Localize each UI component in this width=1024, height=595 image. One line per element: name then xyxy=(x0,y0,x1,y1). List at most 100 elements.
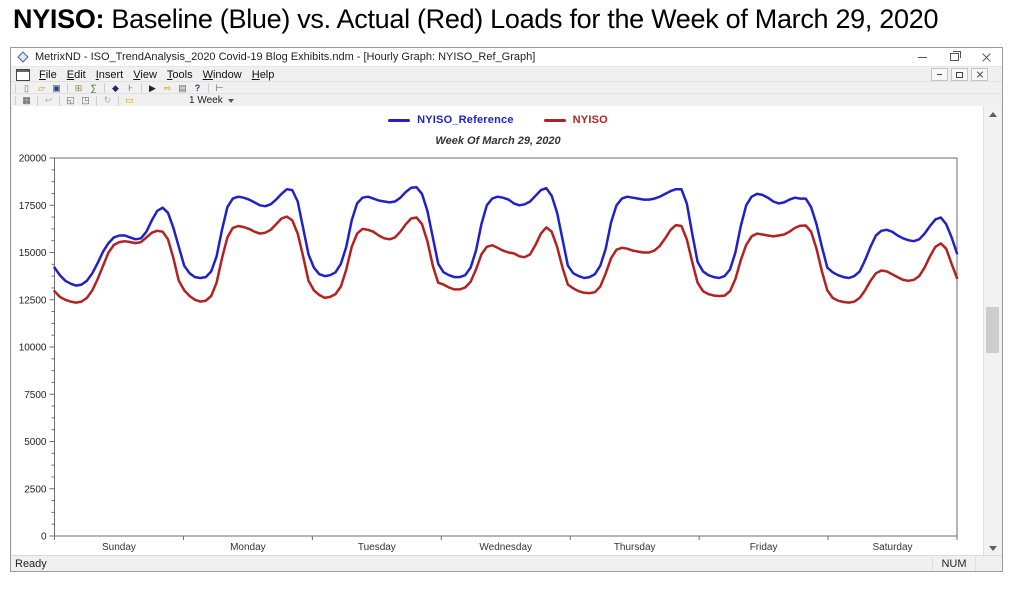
legend-item-actual: NYISO xyxy=(543,114,608,126)
page-title-bold: NYISO: xyxy=(13,4,105,34)
x-axis-label: Wednesday xyxy=(479,542,532,553)
mdi-minimize-button[interactable] xyxy=(931,68,948,81)
menu-bar: File Edit Insert View Tools Window Help xyxy=(11,66,1002,82)
y-axis-label: 12500 xyxy=(19,295,47,306)
scroll-up-button[interactable] xyxy=(984,106,1001,122)
toolbar-separator xyxy=(37,95,38,106)
toolbar-grip xyxy=(15,83,16,93)
close-button[interactable] xyxy=(970,49,1002,65)
menu-insert[interactable]: Insert xyxy=(95,68,124,81)
minimize-icon xyxy=(917,56,927,58)
comment-icon[interactable]: ▭ xyxy=(125,95,134,105)
toolbar-separator xyxy=(67,83,68,93)
page-title-rest: Baseline (Blue) vs. Actual (Red) Loads f… xyxy=(104,4,939,34)
toolbar-grip xyxy=(15,96,16,105)
y-axis-label: 2500 xyxy=(24,484,47,495)
print-icon[interactable]: ▤ xyxy=(178,82,187,93)
y-axis-label: 10000 xyxy=(19,343,47,354)
date-range-selector[interactable]: 1 Week xyxy=(189,95,234,106)
y-axis-label: 0 xyxy=(41,532,47,543)
open-file-icon[interactable]: ▱ xyxy=(38,82,45,93)
scroll-down-icon xyxy=(988,545,997,551)
window-cascade-icon[interactable]: ◱ xyxy=(66,95,75,105)
legend-line-red-icon xyxy=(543,118,566,122)
window-tile-icon[interactable]: ◳ xyxy=(81,95,90,105)
dropdown-caret-icon xyxy=(227,98,234,103)
plot-frame xyxy=(54,157,958,537)
x-axis-label: Saturday xyxy=(873,542,913,553)
menu-edit[interactable]: Edit xyxy=(66,68,86,81)
legend-label-actual: NYISO xyxy=(572,114,608,126)
navigator-icon[interactable]: ⊢ xyxy=(215,82,224,93)
scroll-down-button[interactable] xyxy=(984,540,1001,556)
run-icon[interactable]: ▶ xyxy=(149,82,156,93)
export-icon[interactable]: ⇨ xyxy=(163,82,172,93)
close-icon xyxy=(982,53,991,62)
y-axis-label: 5000 xyxy=(24,437,47,448)
mdi-close-icon xyxy=(977,72,983,78)
toolbar-separator xyxy=(141,83,142,93)
document-control-menu-icon[interactable] xyxy=(16,68,30,81)
mdi-close-button[interactable] xyxy=(971,68,988,81)
refresh-icon[interactable]: ↻ xyxy=(103,95,112,105)
app-icon xyxy=(18,52,28,62)
status-message: Ready xyxy=(15,557,47,570)
mdi-restore-button[interactable] xyxy=(951,68,968,81)
menu-help[interactable]: Help xyxy=(251,68,275,81)
restore-icon xyxy=(949,51,961,61)
menu-view[interactable]: View xyxy=(133,68,157,81)
status-bar: Ready NUM xyxy=(11,555,1002,571)
hourly-graph-plot: 0 2500 5000 7500 10000 12500 15000 17500 20000 Su… xyxy=(19,154,959,553)
save-icon[interactable]: ▣ xyxy=(52,82,61,93)
mdi-child-controls xyxy=(931,68,988,81)
series-line-nyiso_reference xyxy=(53,186,959,287)
page-title: NYISO: Baseline (Blue) vs. Actual (Red) … xyxy=(13,4,938,35)
graph-client-area: NYISO_Reference NYISO Week Of March 29, … xyxy=(12,106,1001,556)
tree-view-icon[interactable]: ⊦ xyxy=(128,82,133,93)
window-title: MetrixND - ISO_TrendAnalysis_2020 Covid-… xyxy=(35,51,536,63)
mdi-restore-icon xyxy=(956,71,963,78)
vertical-scrollbar[interactable] xyxy=(983,106,1001,556)
menu-window[interactable]: Window xyxy=(202,68,242,81)
y-axis-label: 17500 xyxy=(19,201,47,212)
metrixnd-window: MetrixND - ISO_TrendAnalysis_2020 Covid-… xyxy=(10,47,1003,572)
legend-line-blue-icon xyxy=(388,118,411,122)
x-axis-label: Tuesday xyxy=(358,542,396,553)
graph-grid-icon[interactable]: ▦ xyxy=(22,95,31,105)
y-axis-label: 7500 xyxy=(24,390,47,401)
new-document-icon[interactable]: ▯ xyxy=(24,82,29,93)
x-axis-label: Friday xyxy=(750,542,778,553)
back-icon[interactable]: ↩ xyxy=(44,95,53,105)
x-axis-label: Sunday xyxy=(102,542,136,553)
chart-title: Week Of March 29, 2020 xyxy=(435,135,561,147)
toolbar-separator xyxy=(118,95,119,106)
help-icon[interactable]: ? xyxy=(194,82,201,93)
y-axis-label: 20000 xyxy=(19,154,47,165)
menu-file[interactable]: File xyxy=(39,68,57,81)
mdi-minimize-icon xyxy=(937,74,942,75)
scroll-up-icon xyxy=(988,111,997,117)
menu-items: File Edit Insert View Tools Window Help xyxy=(34,69,279,81)
status-end-panel xyxy=(975,556,1002,571)
toolbar-separator xyxy=(96,95,97,106)
y-axis-label: 15000 xyxy=(19,248,47,259)
minimize-button[interactable] xyxy=(906,49,938,65)
toolbar-separator xyxy=(208,83,209,93)
parameter-icon[interactable]: ◆ xyxy=(112,82,119,93)
title-bar: MetrixND - ISO_TrendAnalysis_2020 Covid-… xyxy=(11,48,1002,66)
scrollbar-thumb[interactable] xyxy=(986,307,999,353)
chart-legend: NYISO_Reference NYISO xyxy=(12,114,984,126)
x-axis-label: Monday xyxy=(230,542,266,553)
series-line-nyiso xyxy=(53,215,959,304)
num-lock-indicator: NUM xyxy=(932,557,975,570)
toolbar-separator xyxy=(104,83,105,93)
transform-table-icon[interactable]: ⊞ xyxy=(74,82,83,93)
restore-button[interactable] xyxy=(938,49,970,65)
menu-tools[interactable]: Tools xyxy=(166,68,193,81)
toolbar-separator xyxy=(59,95,60,106)
date-range-value: 1 Week xyxy=(189,95,223,106)
toolbar-standard: ▯ ▱ ▣ ⊞ ∑ ◆ ⊦ ▶ ⇨ ▤? ⊢ xyxy=(11,81,1002,94)
legend-item-reference: NYISO_Reference xyxy=(388,114,514,126)
equation-icon[interactable]: ∑ xyxy=(90,82,97,93)
